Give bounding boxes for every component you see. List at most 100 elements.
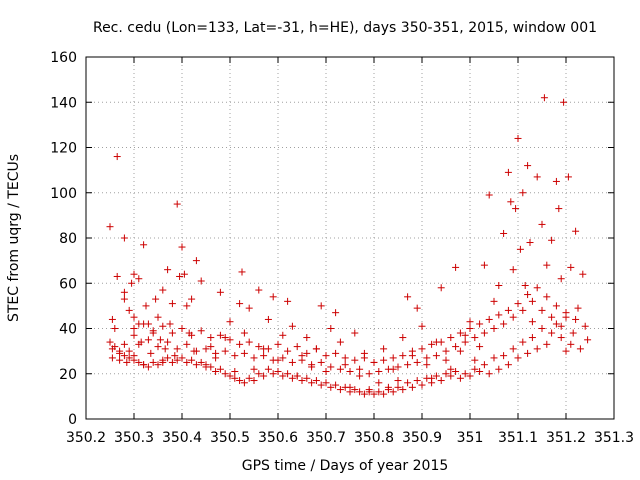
data-point [164, 266, 172, 274]
data-point [116, 347, 124, 355]
data-point [336, 338, 344, 346]
axis-ticks [85, 56, 615, 420]
data-point [380, 345, 388, 353]
data-point [183, 340, 191, 348]
data-point [120, 295, 128, 303]
data-point [452, 263, 460, 271]
data-point [370, 390, 378, 398]
y-tick-label: 120 [50, 141, 77, 157]
data-point [130, 270, 138, 278]
data-point [413, 304, 421, 312]
data-point [543, 293, 551, 301]
data-point [552, 320, 560, 328]
data-point [188, 331, 196, 339]
data-point [466, 318, 474, 326]
data-point [240, 349, 248, 357]
data-point [509, 313, 517, 321]
data-point [521, 282, 529, 290]
data-point [442, 356, 450, 364]
data-point [192, 257, 200, 265]
data-point [322, 379, 330, 387]
data-point [543, 261, 551, 269]
data-point [332, 349, 340, 357]
data-point [548, 236, 556, 244]
data-point [284, 347, 292, 355]
data-point [202, 345, 210, 353]
data-point [447, 372, 455, 380]
data-point [130, 325, 138, 332]
data-point [399, 334, 407, 342]
data-point [111, 325, 119, 332]
data-point [495, 311, 503, 319]
data-point [442, 347, 450, 355]
data-point [485, 191, 493, 199]
data-point [135, 340, 143, 348]
data-point [528, 318, 536, 326]
data-point [188, 356, 196, 364]
data-point [212, 367, 220, 375]
data-point [461, 338, 469, 346]
data-point [574, 304, 582, 312]
data-point [168, 358, 176, 366]
data-point [504, 168, 512, 176]
data-point [140, 241, 148, 249]
data-point [322, 367, 330, 375]
data-point [173, 356, 181, 364]
data-point [197, 327, 205, 335]
data-point [279, 331, 287, 339]
data-point [171, 352, 179, 360]
x-tick-label: 350.6 [258, 430, 298, 446]
data-point [269, 370, 277, 378]
data-point [106, 338, 114, 346]
data-point [514, 300, 522, 308]
data-point [245, 304, 253, 312]
data-point [500, 229, 508, 237]
data-point [471, 334, 479, 342]
data-point [514, 354, 522, 362]
data-point [317, 358, 325, 366]
data-point [168, 300, 176, 308]
data-point [548, 329, 556, 337]
data-point [183, 358, 191, 366]
y-tick-label: 0 [68, 412, 77, 428]
data-point [135, 358, 143, 366]
data-point [212, 349, 220, 357]
data-point [245, 338, 253, 346]
data-point [197, 358, 205, 366]
data-point [120, 352, 128, 360]
data-point [528, 334, 536, 342]
data-point [413, 358, 421, 366]
data-point [540, 94, 548, 102]
data-point [524, 291, 532, 299]
data-point [557, 322, 565, 330]
data-point [142, 302, 150, 310]
data-point [216, 365, 224, 373]
data-point [274, 367, 282, 375]
data-point [108, 315, 116, 323]
data-point [125, 354, 133, 362]
data-point [375, 367, 383, 375]
data-point [351, 356, 359, 364]
data-point [130, 313, 138, 321]
data-point [288, 358, 296, 366]
y-tick-label: 60 [59, 276, 77, 292]
y-tick-label: 160 [50, 50, 77, 66]
data-point [166, 320, 174, 328]
data-point [538, 325, 546, 332]
data-point [240, 329, 248, 337]
data-point [322, 352, 330, 360]
data-point [452, 367, 460, 375]
data-point [557, 334, 565, 342]
data-point [562, 347, 570, 355]
x-axis-title: GPS time / Days of year 2015 [242, 458, 449, 474]
data-point [255, 343, 263, 351]
data-point [113, 272, 121, 280]
data-point [524, 162, 532, 170]
data-point [312, 377, 320, 385]
data-point [161, 345, 169, 353]
data-point [128, 279, 136, 287]
data-point [552, 302, 560, 310]
data-point [341, 354, 349, 362]
data-point [533, 345, 541, 353]
